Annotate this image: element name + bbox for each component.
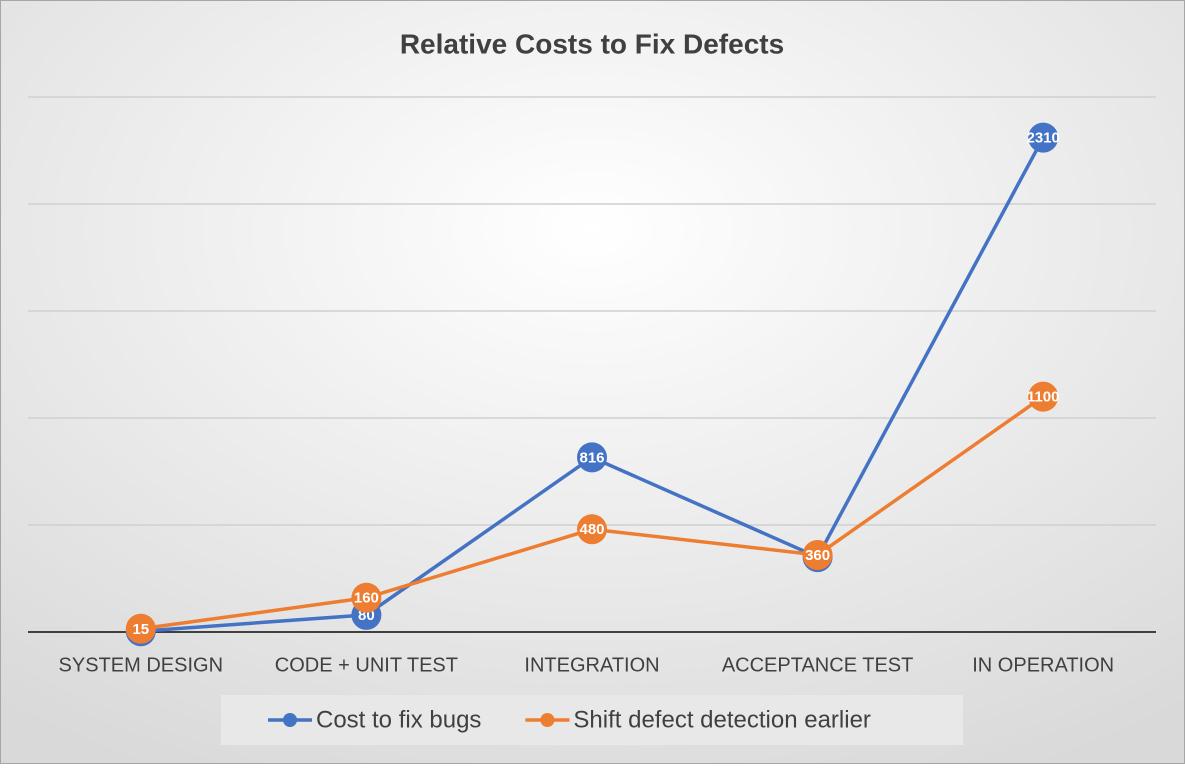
x-tick-label: ACCEPTANCE TEST xyxy=(722,654,914,676)
data-point xyxy=(577,514,607,545)
data-label: 1100 xyxy=(1027,389,1060,406)
data-label: 816 xyxy=(579,449,604,466)
data-point xyxy=(351,582,382,613)
data-point xyxy=(1028,381,1059,412)
data-point xyxy=(125,613,156,644)
data-point xyxy=(577,442,607,473)
x-tick-label: INTEGRATION xyxy=(524,654,659,676)
legend-marker xyxy=(540,713,555,727)
data-label: 2310 xyxy=(1027,130,1060,147)
x-tick-label: SYSTEM DESIGN xyxy=(59,654,223,676)
data-point xyxy=(802,539,833,570)
x-tick-label: CODE + UNIT TEST xyxy=(275,654,458,676)
legend-marker xyxy=(283,713,297,727)
chart-title: Relative Costs to Fix Defects xyxy=(400,28,784,59)
x-tick-label: IN OPERATION xyxy=(972,654,1114,676)
data-label: 15 xyxy=(132,621,149,638)
legend-label: Shift defect detection earlier xyxy=(573,706,871,733)
legend-label: Cost to fix bugs xyxy=(316,706,481,733)
legend-box xyxy=(221,695,963,745)
data-label: 360 xyxy=(805,547,830,564)
data-label: 160 xyxy=(354,590,379,607)
data-point xyxy=(1028,122,1059,153)
data-label: 480 xyxy=(579,521,604,538)
